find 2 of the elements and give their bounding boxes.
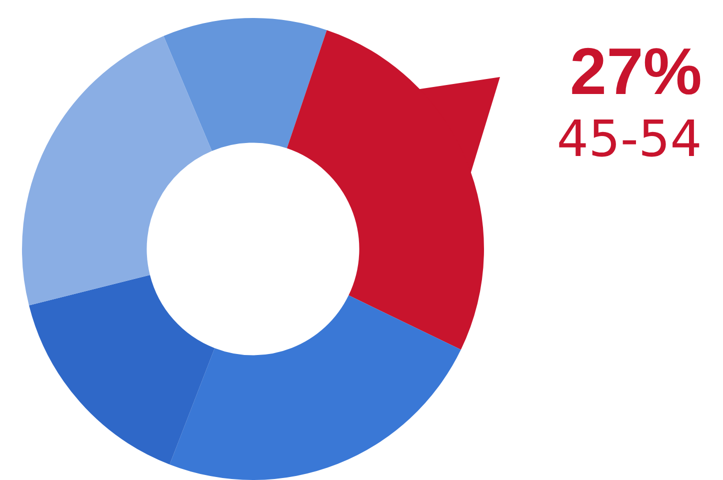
data-label: 27% [570,34,702,108]
slice-label: 45-54 [556,110,702,168]
